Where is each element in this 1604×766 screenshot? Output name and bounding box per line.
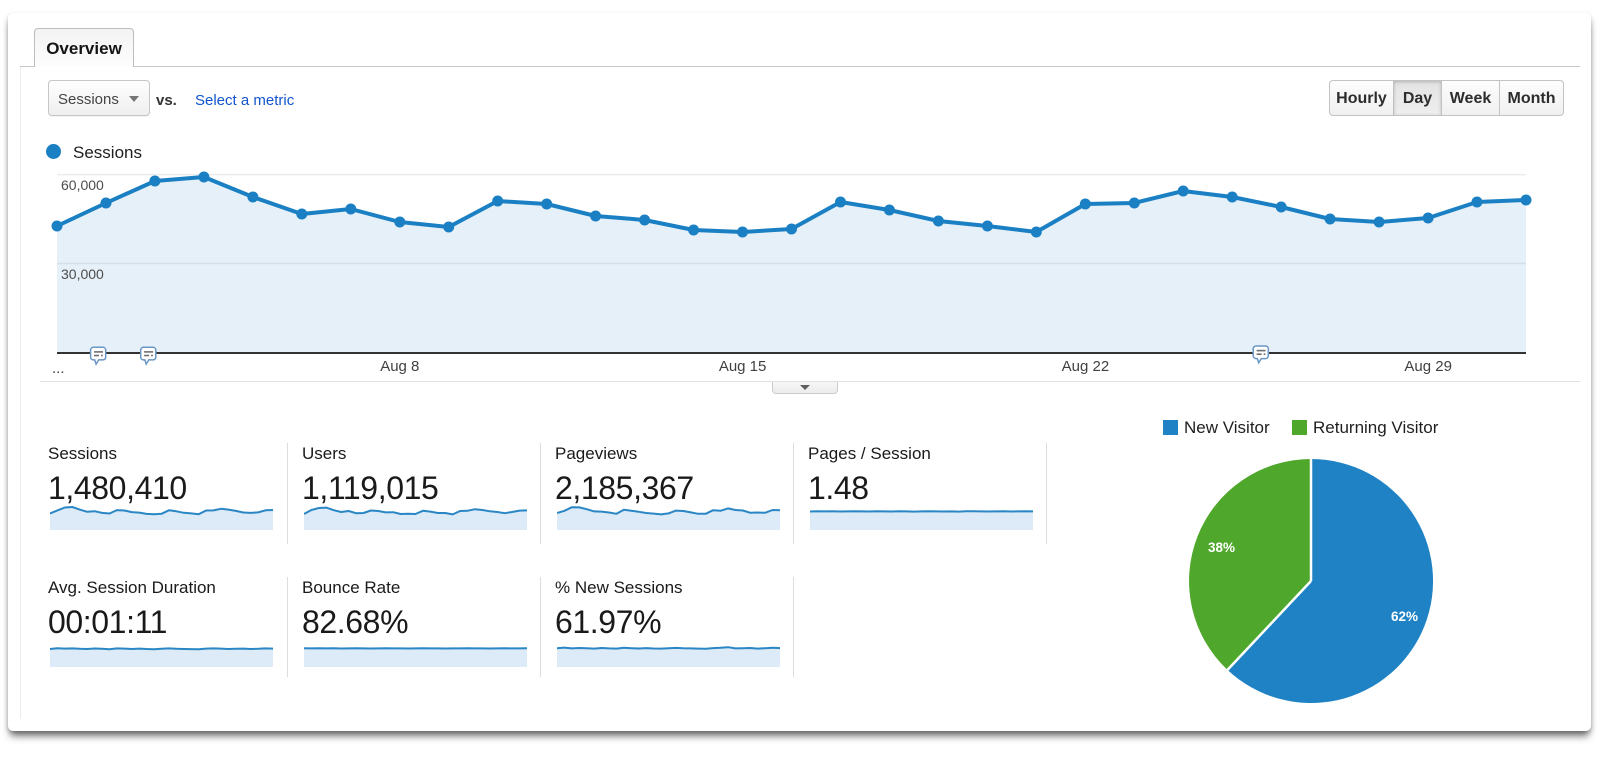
svg-text:Aug 15: Aug 15 bbox=[719, 358, 767, 375]
svg-text:30,000: 30,000 bbox=[61, 266, 104, 282]
svg-text:Aug 22: Aug 22 bbox=[1062, 358, 1110, 375]
svg-text:...: ... bbox=[52, 360, 65, 377]
svg-text:38%: 38% bbox=[1208, 540, 1235, 555]
svg-text:60,000: 60,000 bbox=[61, 177, 104, 193]
svg-text:62%: 62% bbox=[1391, 609, 1418, 624]
svg-text:Aug 8: Aug 8 bbox=[380, 358, 419, 375]
svg-text:Aug 29: Aug 29 bbox=[1404, 358, 1452, 375]
